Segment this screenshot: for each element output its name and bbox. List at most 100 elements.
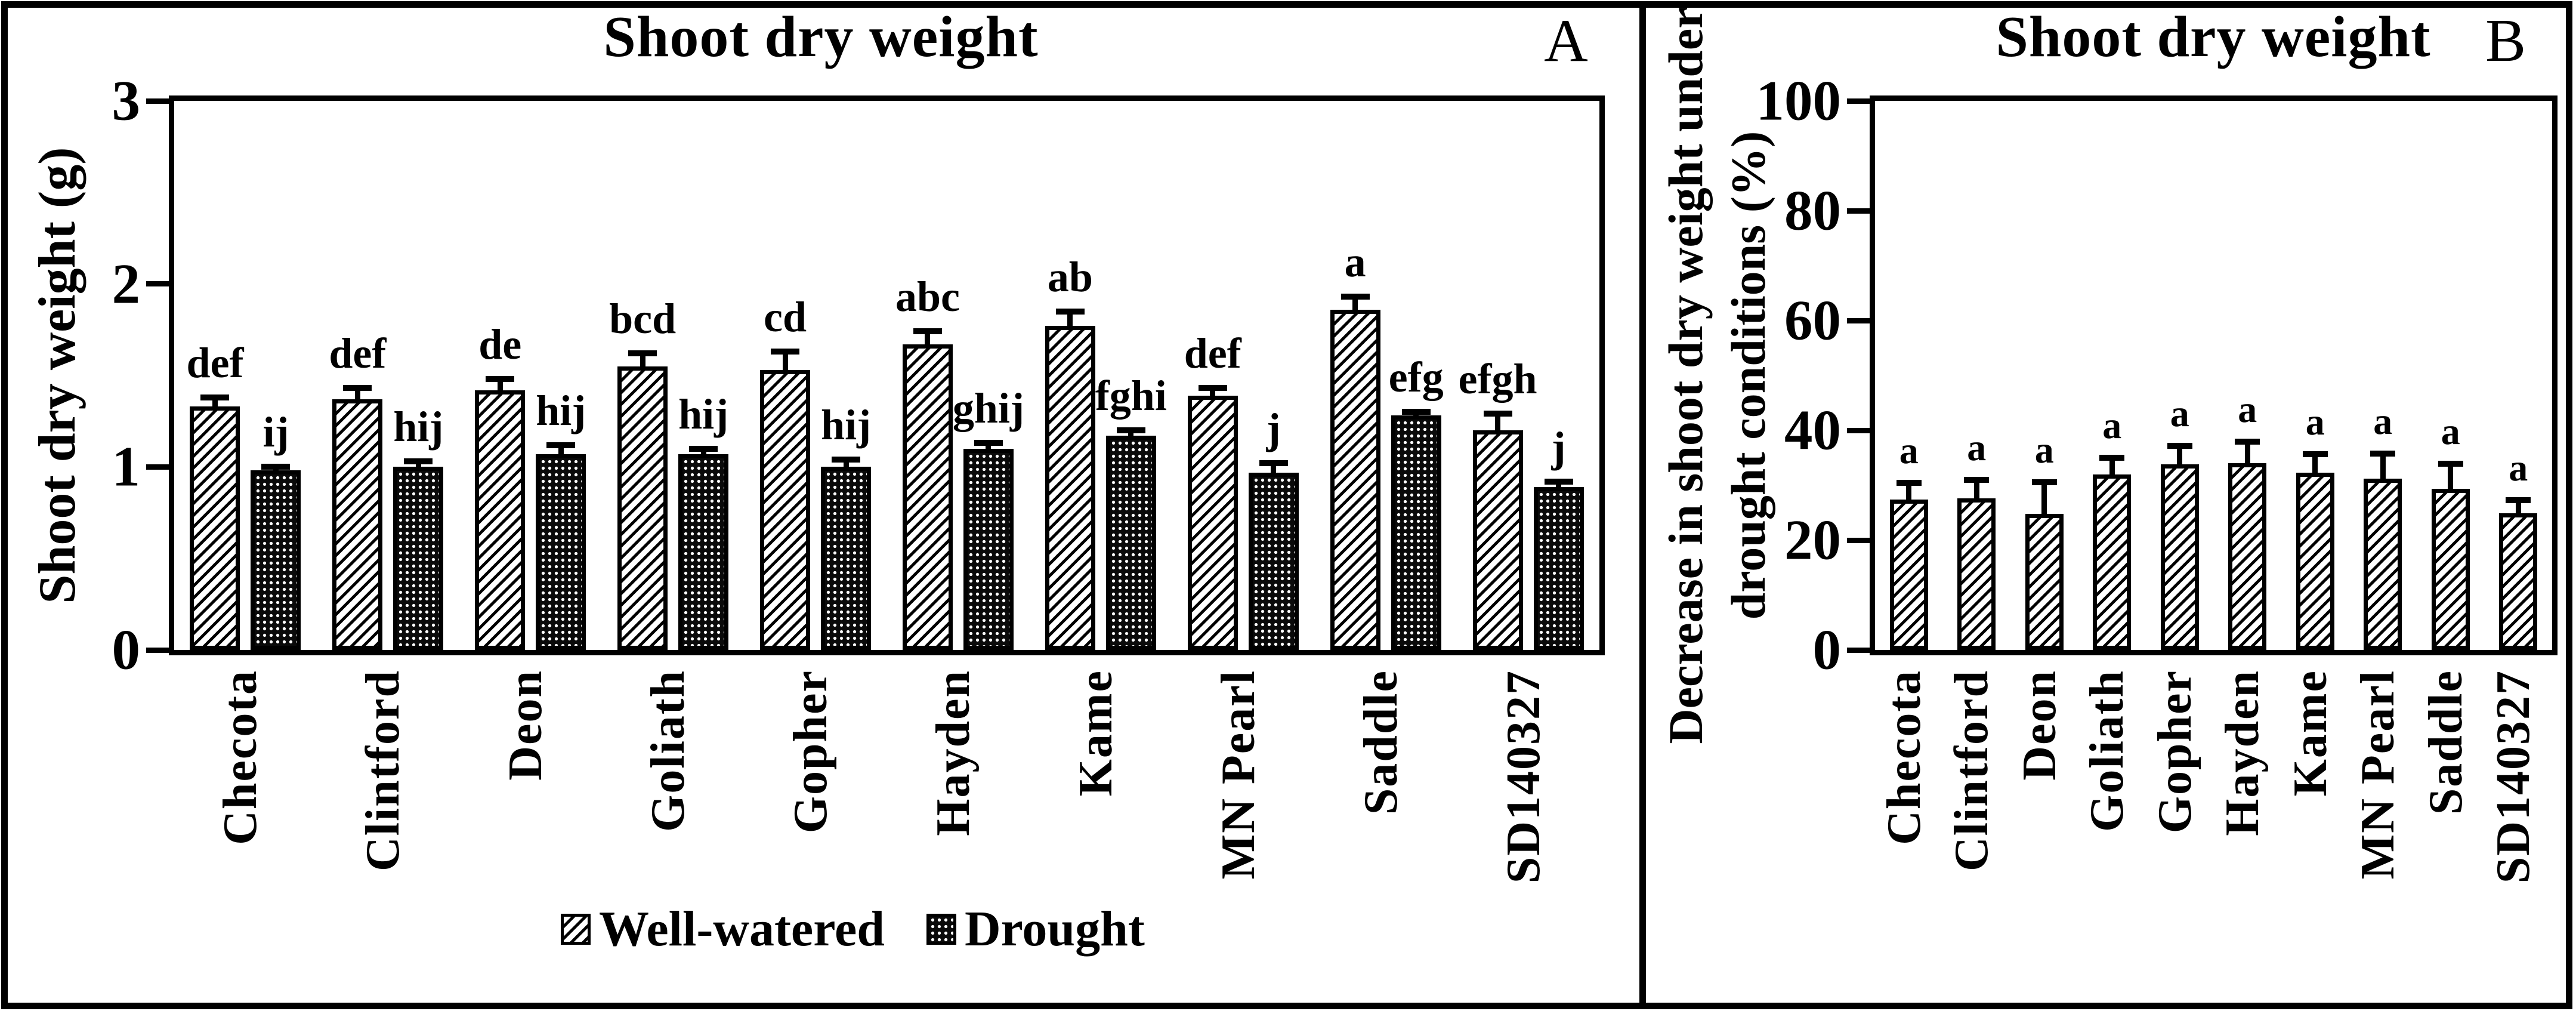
x-axis-label-goliath: Goliath — [642, 670, 695, 832]
y-axis-tick-label: 60 — [1784, 288, 1841, 352]
bar-well-watered-deon — [475, 390, 526, 650]
error-bar-cap — [2438, 461, 2463, 467]
y-axis-tick-label: 80 — [1784, 178, 1841, 242]
significance-letter: a — [1967, 426, 1987, 469]
error-bar-cap — [2506, 497, 2531, 503]
bar-decrease-in-shoot-dry-weight-clintford — [1957, 498, 1996, 650]
significance-letter: ghij — [952, 384, 1024, 433]
error-bar-cap — [1116, 427, 1145, 433]
error-bar-cap — [404, 458, 433, 465]
significance-letter: a — [1344, 238, 1366, 286]
y-axis-tick-label: 20 — [1784, 508, 1841, 572]
panel-a-legend: Well-watered Drought — [561, 902, 1145, 956]
x-axis-label-hayden: Hayden — [926, 670, 980, 836]
error-bar-stem — [782, 354, 788, 370]
error-bar-cap — [1483, 411, 1512, 417]
significance-letter: hij — [536, 386, 586, 434]
error-bar-stem — [558, 447, 564, 454]
y-axis-tick — [1847, 537, 1870, 543]
error-bar-cap — [1401, 409, 1431, 415]
bar-well-watered-hayden — [902, 344, 953, 650]
panel-divider-line — [1639, 1, 1646, 1009]
significance-letter: a — [2509, 446, 2528, 489]
bar-well-watered-gopher — [760, 369, 811, 650]
bar-well-watered-sd140327 — [1472, 430, 1523, 650]
significance-letter: a — [2441, 410, 2460, 453]
panel-a-title: Shoot dry weight — [603, 5, 1039, 69]
y-axis-tick-label: 1 — [112, 434, 141, 498]
x-axis-label-goliath: Goliath — [2081, 670, 2134, 832]
y-axis-tick-label: 2 — [112, 252, 141, 316]
y-axis-tick-label: 40 — [1784, 398, 1841, 462]
y-axis-tick — [146, 647, 169, 653]
panel-b-corner-label: B — [2485, 7, 2526, 75]
y-axis-tick — [1847, 427, 1870, 433]
x-axis-label-checota: Checota — [1877, 670, 1931, 845]
x-axis-label-clintford: Clintford — [1945, 670, 1999, 871]
x-axis-label-hayden: Hayden — [2216, 670, 2269, 836]
error-bar-stem — [1210, 390, 1216, 396]
error-bar-cap — [200, 394, 230, 400]
error-bar-cap — [974, 440, 1003, 446]
error-bar-stem — [1271, 466, 1277, 473]
bar-drought-goliath — [678, 454, 729, 650]
significance-letter: cd — [764, 293, 807, 341]
error-bar-cap — [2235, 439, 2260, 445]
error-bar-stem — [1906, 485, 1912, 500]
error-bar-stem — [700, 451, 706, 454]
bar-drought-hayden — [963, 448, 1014, 650]
significance-letter: a — [2170, 392, 2189, 434]
bar-decrease-in-shoot-dry-weight-deon — [2025, 513, 2064, 650]
significance-letter: a — [1899, 429, 1919, 472]
bar-decrease-in-shoot-dry-weight-hayden — [2228, 463, 2267, 650]
significance-letter: def — [329, 329, 387, 378]
x-axis-label-saddle: Saddle — [1354, 670, 1407, 815]
well-watered-swatch-icon — [561, 914, 591, 945]
y-axis-tick-label: 100 — [1756, 69, 1842, 132]
y-axis-tick — [146, 98, 169, 104]
error-bar-cap — [689, 445, 718, 452]
significance-letter: a — [2238, 388, 2257, 431]
error-bar-stem — [640, 356, 645, 366]
significance-letter: j — [1266, 405, 1281, 453]
significance-letter: efg — [1388, 353, 1444, 402]
legend-label-well-watered: Well-watered — [599, 901, 885, 957]
error-bar-stem — [1067, 313, 1073, 326]
significance-letter: j — [1551, 423, 1566, 471]
error-bar-stem — [2177, 448, 2183, 465]
error-bar-cap — [486, 376, 515, 383]
x-axis-label-sd140327: SD140327 — [1497, 670, 1550, 884]
error-bar-cap — [1544, 478, 1573, 485]
error-bar-cap — [1055, 308, 1085, 315]
error-bar-stem — [843, 462, 849, 467]
error-bar-stem — [2515, 502, 2521, 513]
y-axis-tick — [146, 281, 169, 287]
error-bar-cap — [261, 464, 291, 470]
y-axis-tick — [1847, 647, 1870, 653]
error-bar-stem — [415, 464, 421, 467]
error-bar-stem — [1128, 433, 1134, 436]
significance-letter: a — [2102, 404, 2122, 446]
bar-well-watered-mn-pearl — [1187, 395, 1238, 650]
y-axis-tick — [1847, 208, 1870, 214]
bar-decrease-in-shoot-dry-weight-sd140327 — [2499, 513, 2538, 650]
bar-well-watered-kame — [1045, 326, 1095, 650]
significance-letter: ab — [1047, 252, 1093, 301]
significance-letter: abc — [895, 273, 960, 321]
bar-decrease-in-shoot-dry-weight-gopher — [2160, 464, 2199, 650]
error-bar-cap — [2099, 455, 2125, 461]
bar-drought-mn-pearl — [1248, 472, 1299, 650]
x-axis-label-gopher: Gopher — [784, 670, 838, 834]
x-axis-label-sd140327: SD140327 — [2487, 670, 2540, 884]
error-bar-cap — [1964, 476, 1990, 483]
error-bar-stem — [212, 399, 218, 407]
error-bar-stem — [1352, 299, 1358, 310]
error-bar-stem — [2380, 455, 2386, 479]
y-axis-tick — [1847, 318, 1870, 323]
bar-drought-checota — [251, 470, 301, 650]
bar-drought-clintford — [393, 467, 444, 650]
error-bar-stem — [986, 445, 992, 449]
error-bar-cap — [1340, 294, 1370, 300]
drought-swatch-icon — [926, 914, 956, 945]
